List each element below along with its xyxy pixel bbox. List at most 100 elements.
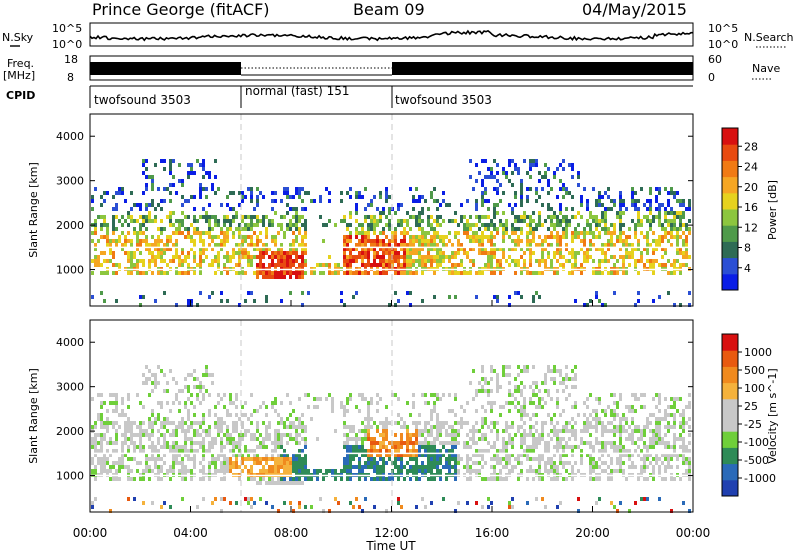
heatmap-cell (577, 231, 580, 235)
heatmap-cell (262, 255, 265, 259)
heatmap-cell (160, 457, 163, 461)
heatmap-cell (160, 251, 163, 255)
heatmap-cell (199, 421, 202, 425)
heatmap-cell (268, 219, 271, 223)
heatmap-cell (109, 477, 112, 481)
heatmap-cell (415, 449, 418, 453)
time-tick-label: 04:00 (173, 526, 208, 540)
heatmap-cell (448, 203, 451, 207)
heatmap-cell (562, 263, 565, 267)
heatmap-cell (232, 465, 235, 469)
heatmap-cell (481, 385, 484, 389)
heatmap-cell (556, 421, 559, 425)
heatmap-cell (226, 425, 229, 429)
heatmap-cell (166, 187, 169, 191)
heatmap-cell (523, 429, 526, 433)
heatmap-cell (436, 247, 439, 251)
heatmap-cell (106, 429, 109, 433)
heatmap-cell (655, 195, 658, 199)
heatmap-cell (301, 429, 304, 433)
heatmap-cell (559, 219, 562, 223)
heatmap-cell (514, 389, 517, 393)
heatmap-cell (256, 187, 259, 191)
heatmap-cell (298, 275, 301, 279)
heatmap-cell (295, 461, 298, 465)
heatmap-cell (664, 187, 667, 191)
heatmap-cell (148, 477, 151, 481)
heatmap-cell (187, 215, 190, 219)
heatmap-cell (271, 219, 274, 223)
heatmap-cell (454, 433, 457, 437)
heatmap-cell (646, 457, 649, 461)
heatmap-cell (301, 465, 304, 469)
heatmap-cell (172, 183, 175, 187)
heatmap-cell (226, 271, 229, 275)
heatmap-cell (199, 231, 202, 235)
heatmap-cell (271, 275, 274, 279)
heatmap-cell (247, 497, 250, 501)
heatmap-cell (397, 271, 400, 275)
heatmap-cell (118, 219, 121, 223)
heatmap-cell (520, 381, 523, 385)
heatmap-cell (376, 465, 379, 469)
heatmap-cell (379, 247, 382, 251)
heatmap-cell (136, 271, 139, 275)
heatmap-cell (673, 437, 676, 441)
heatmap-cell (202, 445, 205, 449)
heatmap-cell (640, 457, 643, 461)
heatmap-cell (226, 433, 229, 437)
colorbar-swatch (722, 398, 738, 416)
heatmap-cell (292, 477, 295, 481)
heatmap-cell (526, 247, 529, 251)
heatmap-cell (574, 437, 577, 441)
heatmap-cell (298, 441, 301, 445)
heatmap-cell (664, 409, 667, 413)
heatmap-cell (148, 437, 151, 441)
heatmap-cell (103, 215, 106, 219)
heatmap-cell (562, 167, 565, 171)
heatmap-cell (343, 405, 346, 409)
heatmap-cell (274, 211, 277, 215)
heatmap-cell (643, 215, 646, 219)
heatmap-cell (94, 437, 97, 441)
heatmap-cell (277, 477, 280, 481)
heatmap-cell (241, 199, 244, 203)
heatmap-cell (250, 255, 253, 259)
heatmap-cell (388, 421, 391, 425)
heatmap-cell (421, 469, 424, 473)
heatmap-cell (523, 433, 526, 437)
heatmap-cell (610, 223, 613, 227)
heatmap-cell (511, 497, 514, 501)
heatmap-cell (517, 235, 520, 239)
heatmap-cell (133, 219, 136, 223)
heatmap-cell (283, 433, 286, 437)
heatmap-cell (157, 365, 160, 369)
heatmap-cell (583, 255, 586, 259)
heatmap-cell (532, 477, 535, 481)
heatmap-cell (136, 203, 139, 207)
heatmap-cell (409, 215, 412, 219)
heatmap-cell (241, 461, 244, 465)
heatmap-cell (679, 215, 682, 219)
heatmap-cell (238, 417, 241, 421)
heatmap-cell (226, 457, 229, 461)
heatmap-cell (175, 255, 178, 259)
heatmap-cell (142, 433, 145, 437)
heatmap-cell (241, 405, 244, 409)
heatmap-cell (628, 449, 631, 453)
heatmap-cell (565, 385, 568, 389)
heatmap-cell (661, 227, 664, 231)
heatmap-cell (184, 477, 187, 481)
heatmap-cell (367, 227, 370, 231)
heatmap-cell (160, 477, 163, 481)
heatmap-cell (427, 251, 430, 255)
heatmap-cell (154, 465, 157, 469)
noise-right-label: N.Search (744, 31, 794, 44)
heatmap-cell (472, 461, 475, 465)
heatmap-cell (610, 239, 613, 243)
heatmap-cell (511, 465, 514, 469)
heatmap-cell (454, 219, 457, 223)
heatmap-cell (667, 425, 670, 429)
heatmap-cell (373, 247, 376, 251)
heatmap-cell (316, 469, 319, 473)
